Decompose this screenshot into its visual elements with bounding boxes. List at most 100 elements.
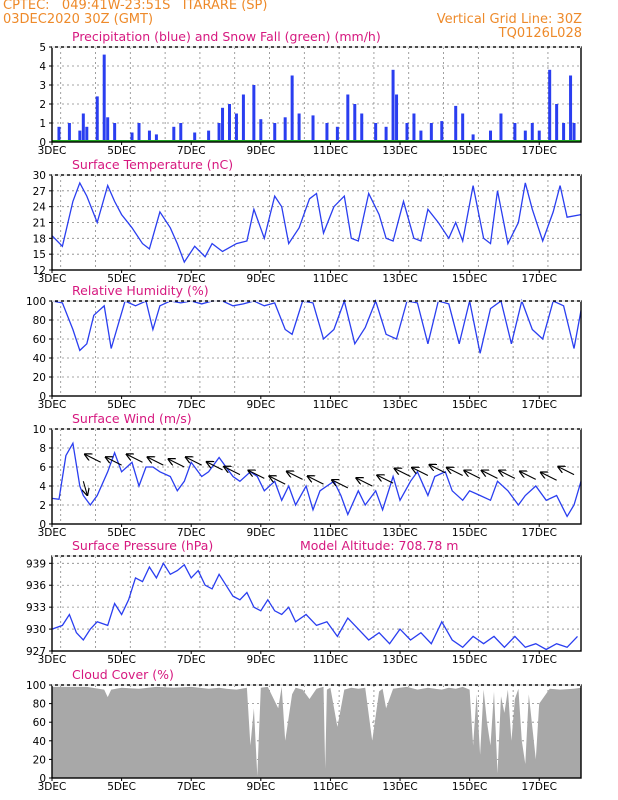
- wind-vector-arrow: [287, 471, 303, 480]
- y-tick-label: 927: [26, 646, 46, 658]
- precip-bar: [283, 117, 287, 142]
- y-tick-label: 0: [39, 519, 46, 531]
- precip-bar: [179, 123, 183, 142]
- x-tick-label: 3DEC: [38, 654, 67, 666]
- y-tick-label: 80: [33, 315, 46, 327]
- y-tick-label: 930: [26, 624, 46, 636]
- x-tick-label: 17DEC: [522, 654, 557, 666]
- y-tick-label: 2: [39, 500, 46, 512]
- precip-bar: [102, 54, 106, 142]
- y-tick-label: 5: [39, 42, 46, 54]
- precip-bar: [113, 123, 117, 142]
- precip-bar: [241, 94, 245, 142]
- precip-bar: [221, 107, 225, 142]
- precip-bar: [405, 123, 409, 142]
- x-tick-label: 3DEC: [38, 399, 67, 411]
- y-tick-label: 2: [39, 99, 46, 111]
- wind-vector-arrow: [106, 457, 122, 466]
- precip-bar: [471, 134, 475, 142]
- precip-bar: [234, 113, 238, 142]
- wind-vector-arrow: [224, 467, 241, 476]
- series-line: [51, 441, 582, 518]
- x-tick-label: 13DEC: [382, 145, 417, 157]
- precip-bar: [555, 104, 559, 142]
- x-tick-label: 5DEC: [107, 145, 136, 157]
- y-tick-label: 40: [33, 736, 46, 748]
- panel-title: Relative Humidity (%): [72, 283, 209, 298]
- panel-frame: [51, 555, 582, 652]
- x-tick-label: 17DEC: [522, 273, 557, 285]
- x-tick-label: 15DEC: [452, 145, 487, 157]
- x-tick-label: 15DEC: [452, 527, 487, 539]
- x-tick-label: 15DEC: [452, 273, 487, 285]
- precip-bar: [273, 123, 277, 142]
- wind-vector-arrow: [248, 470, 265, 479]
- header-model-id: TQ0126L028: [498, 26, 582, 41]
- wind-vector-arrow: [447, 468, 463, 477]
- wind-vector-arrow: [481, 470, 498, 479]
- precip-bar: [57, 126, 61, 142]
- x-tick-label: 7DEC: [177, 399, 206, 411]
- x-tick-label: 7DEC: [177, 527, 206, 539]
- series-line: [51, 298, 582, 354]
- x-tick-label: 3DEC: [38, 273, 67, 285]
- x-tick-label: 3DEC: [38, 527, 67, 539]
- precip-bar: [335, 126, 339, 142]
- wind-vector-arrow: [147, 457, 164, 466]
- x-tick-label: 9DEC: [246, 145, 275, 157]
- precip-bar: [290, 75, 294, 142]
- x-tick-label: 13DEC: [382, 273, 417, 285]
- precip-bar: [353, 104, 357, 142]
- precip-bar: [130, 132, 134, 142]
- y-tick-label: 27: [33, 186, 46, 198]
- wind-vector-arrow: [499, 470, 516, 479]
- x-tick-label: 5DEC: [107, 273, 136, 285]
- cloud-area: [52, 686, 581, 778]
- x-tick-label: 5DEC: [107, 781, 136, 793]
- x-tick-label: 13DEC: [382, 527, 417, 539]
- header-run-time: 03DEC2020 30Z (GMT): [3, 12, 154, 27]
- panel-title: Cloud Cover (%): [72, 667, 174, 682]
- wind-vector-arrow: [332, 480, 349, 489]
- x-tick-label: 17DEC: [522, 145, 557, 157]
- wind-vector-arrow: [520, 471, 537, 480]
- wind-vector-arrow: [186, 457, 202, 466]
- y-tick-label: 21: [33, 218, 46, 230]
- precip-bar: [548, 69, 552, 142]
- precip-bar: [569, 75, 573, 142]
- wind-vector-arrow: [377, 475, 394, 484]
- x-tick-label: 13DEC: [382, 399, 417, 411]
- precip-bar: [419, 130, 423, 142]
- x-tick-label: 11DEC: [313, 273, 348, 285]
- x-tick-label: 9DEC: [246, 527, 275, 539]
- precip-bar: [562, 123, 566, 142]
- x-tick-label: 15DEC: [452, 399, 487, 411]
- panel-1: 0 1 2 3 4 5 3DEC 5DEC 7DEC 9DEC 11DEC 13DEC 15DEC 17D…: [38, 29, 582, 157]
- y-tick-label: 18: [33, 233, 46, 245]
- precip-bar: [172, 126, 176, 142]
- x-tick-label: 9DEC: [246, 399, 275, 411]
- panel-5: 927 930 933 936 939 3DEC 5DEC 7DEC 9DEC 11DEC 13DE…: [26, 538, 582, 666]
- precip-bar: [499, 113, 503, 142]
- x-tick-label: 11DEC: [313, 654, 348, 666]
- precip-bar: [259, 119, 263, 142]
- precip-bar: [360, 113, 364, 142]
- y-tick-label: 20: [33, 754, 46, 766]
- x-tick-label: 13DEC: [382, 654, 417, 666]
- panel-3: 0 20 40 60 80 100 3DEC 5DEC 7DEC 9DEC 11DEC 13DEC 15…: [26, 283, 582, 411]
- x-tick-label: 17DEC: [522, 399, 557, 411]
- precip-bar: [384, 126, 388, 142]
- wind-vector-arrow: [126, 454, 143, 463]
- x-tick-label: 5DEC: [107, 399, 136, 411]
- header-grid-note: Vertical Grid Line: 30Z: [436, 12, 582, 27]
- precip-bar: [523, 130, 527, 142]
- y-tick-label: 0: [39, 137, 46, 149]
- precip-bar: [154, 134, 158, 142]
- precip-bar: [81, 113, 85, 142]
- y-tick-label: 0: [39, 773, 46, 785]
- x-tick-label: 7DEC: [177, 273, 206, 285]
- precip-bar: [513, 123, 517, 142]
- precip-bar: [395, 94, 399, 142]
- model-altitude-label: Model Altitude: 708.78 m: [300, 538, 458, 553]
- x-tick-label: 7DEC: [177, 654, 206, 666]
